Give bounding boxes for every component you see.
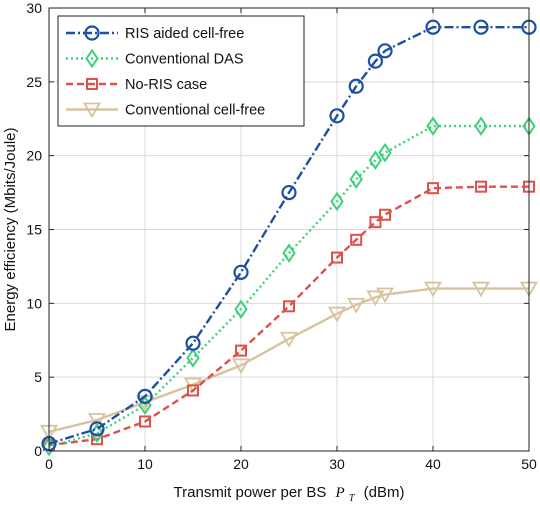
y-tick-label: 30 xyxy=(26,0,42,16)
circle-marker xyxy=(348,78,364,94)
circle-marker xyxy=(281,184,297,201)
triangle-down-marker xyxy=(279,331,299,348)
circle-marker xyxy=(137,388,153,404)
triangle-down-marker xyxy=(375,287,395,304)
series-no-ris-case xyxy=(43,180,535,452)
series-line xyxy=(48,124,529,448)
square-marker xyxy=(475,180,487,193)
circle-marker xyxy=(425,19,441,35)
square-marker xyxy=(139,415,151,428)
y-tick-label: 10 xyxy=(26,295,42,311)
legend-item: RIS aided cell-free xyxy=(66,25,244,42)
series-conventional-das xyxy=(42,116,536,457)
square-marker xyxy=(427,182,439,195)
x-tick-label: 40 xyxy=(425,456,441,472)
diamond-marker xyxy=(42,436,56,457)
series-line xyxy=(48,287,529,433)
x-axis-label-unit: (dBm) xyxy=(364,484,405,501)
diamond-marker xyxy=(368,150,383,170)
y-tick-label: 0 xyxy=(34,443,42,459)
y-tick-label: 15 xyxy=(26,222,42,238)
legend-label: No-RIS case xyxy=(125,77,207,93)
x-axis-label-text: Transmit power per BS xyxy=(174,484,327,501)
triangle-down-marker xyxy=(82,102,102,119)
legend-item: Conventional cell-free xyxy=(66,103,265,119)
legend-label: Conventional DAS xyxy=(125,52,244,68)
y-axis-label: Energy efficiency (Mbits/Joule) xyxy=(2,128,19,332)
diamond-marker xyxy=(85,48,99,69)
series-layer xyxy=(39,19,539,457)
diamond-marker xyxy=(349,169,363,190)
circle-marker xyxy=(185,335,201,351)
triangle-down-marker xyxy=(327,306,347,323)
x-axis-label: Transmit power per BS P T (dBm) xyxy=(174,484,405,502)
circle-marker xyxy=(233,264,249,280)
circle-marker xyxy=(367,53,383,69)
series-line xyxy=(48,185,529,447)
triangle-down-marker xyxy=(231,358,251,375)
legend-item: Conventional DAS xyxy=(66,48,244,69)
circle-marker xyxy=(377,43,393,59)
x-tick-label: 20 xyxy=(233,456,249,472)
y-tick-label: 20 xyxy=(26,148,42,164)
diamond-marker xyxy=(234,299,248,320)
y-tick-label: 5 xyxy=(34,369,42,385)
legend-label: Conventional cell-free xyxy=(125,103,265,119)
circle-marker xyxy=(89,421,105,437)
circle-marker xyxy=(329,108,345,124)
diamond-marker xyxy=(378,142,392,163)
triangle-down-marker xyxy=(366,290,385,307)
square-marker xyxy=(379,208,391,221)
square-marker xyxy=(283,300,295,313)
triangle-down-marker xyxy=(347,297,366,314)
triangle-down-marker xyxy=(423,281,443,298)
diamond-marker xyxy=(474,116,488,136)
square-marker xyxy=(331,251,343,264)
x-tick-label: 0 xyxy=(45,456,53,472)
y-tick-label: 25 xyxy=(26,74,42,90)
triangle-down-marker xyxy=(87,413,107,429)
circle-marker xyxy=(473,19,489,35)
square-marker xyxy=(86,78,98,90)
square-marker xyxy=(91,433,103,446)
triangle-down-marker xyxy=(471,281,491,298)
square-marker xyxy=(350,233,363,246)
legend-label: RIS aided cell-free xyxy=(125,26,244,42)
legend-item: No-RIS case xyxy=(66,77,207,93)
diamond-marker xyxy=(330,191,344,212)
square-marker xyxy=(235,344,247,357)
x-tick-label: 30 xyxy=(329,456,345,472)
square-marker xyxy=(369,216,382,229)
legend: RIS aided cell-free Conventional DAS No-RI… xyxy=(57,15,305,127)
x-axis-label-subscript: T xyxy=(349,493,356,502)
series-line xyxy=(48,26,529,445)
axis-ticks: 0 10 20 30 40 50 0 5 10 15 20 25 30 xyxy=(26,0,537,472)
diamond-marker xyxy=(282,243,296,263)
square-marker xyxy=(187,384,199,397)
x-tick-label: 10 xyxy=(137,456,153,472)
diamond-marker xyxy=(186,348,200,368)
circle-marker xyxy=(84,25,100,41)
diamond-marker xyxy=(426,116,440,136)
x-axis-label-symbol: P xyxy=(335,485,345,501)
x-tick-label: 50 xyxy=(521,456,537,472)
